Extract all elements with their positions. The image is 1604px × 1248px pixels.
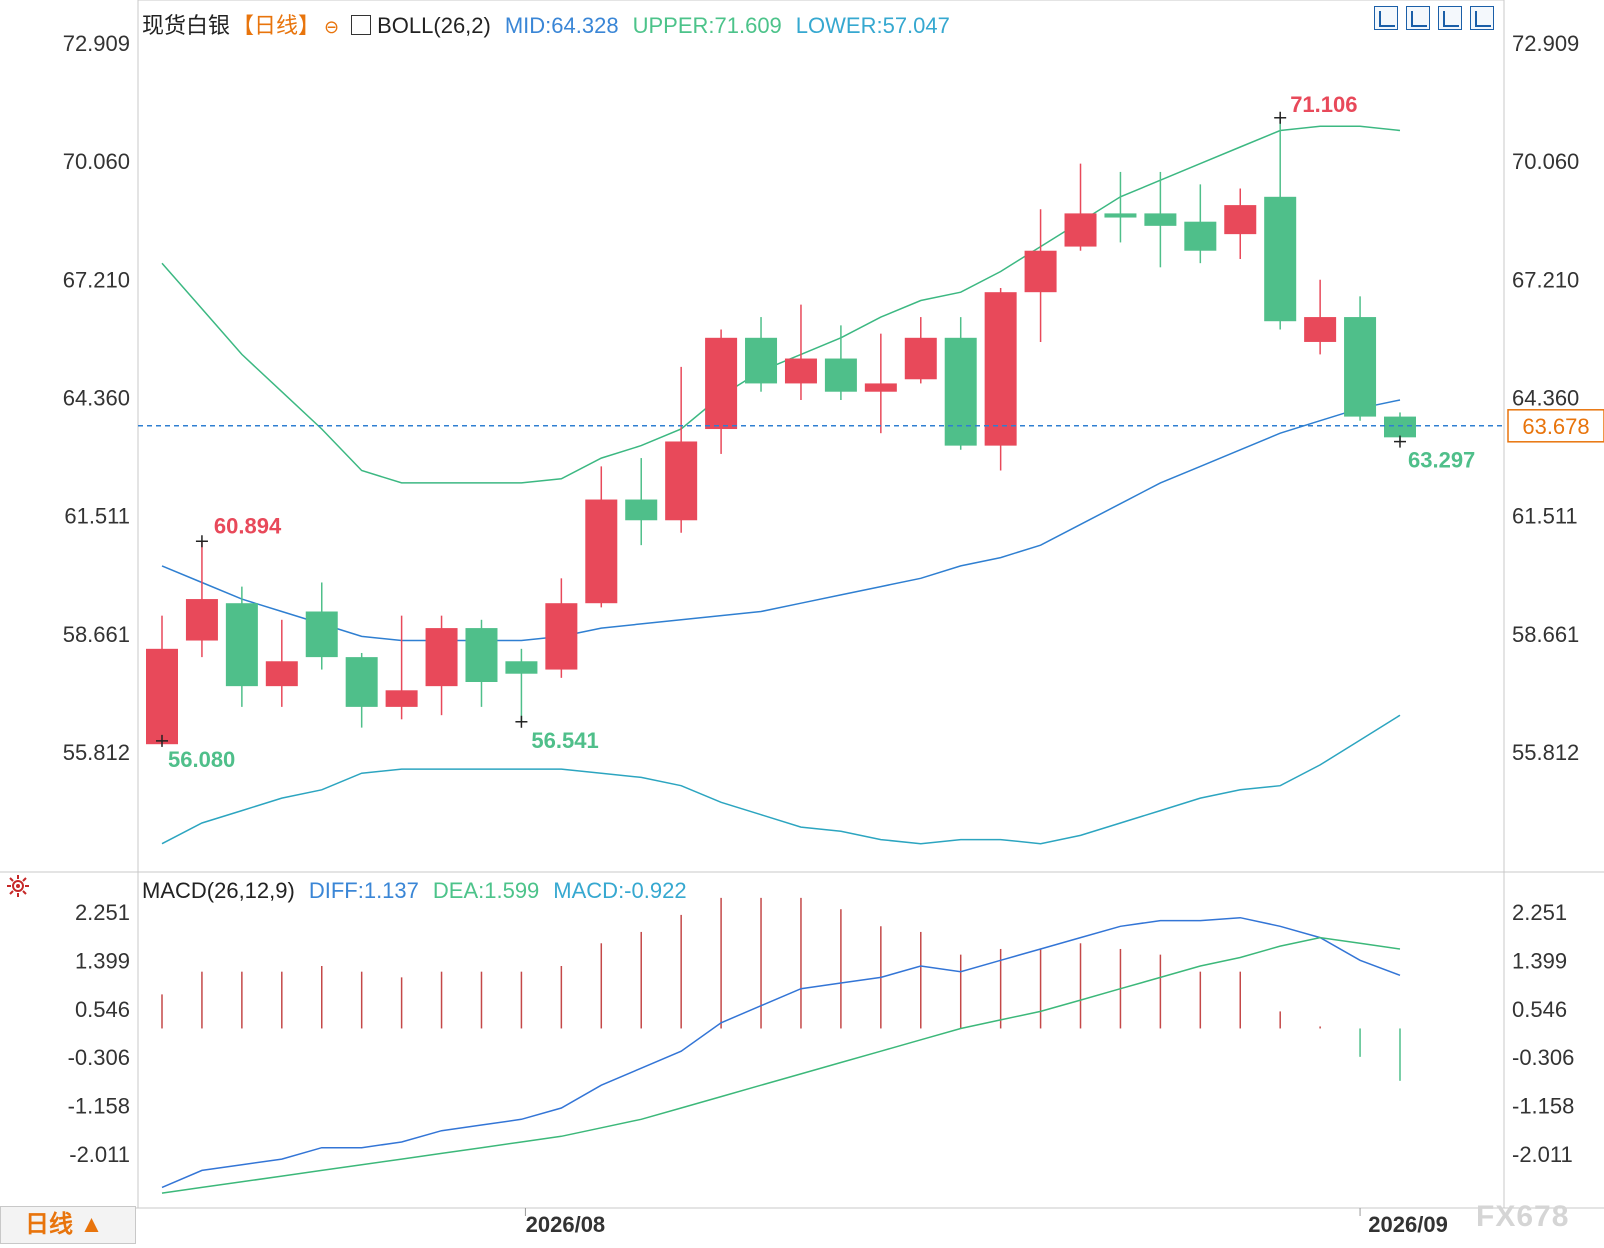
period-selector-button[interactable]: 日线 ▲ bbox=[0, 1206, 136, 1244]
candle-body bbox=[745, 337, 778, 384]
macd-y-tick-label-left: 0.546 bbox=[75, 997, 130, 1022]
collapse-icon[interactable]: ⊖ bbox=[324, 17, 340, 37]
candle-body bbox=[665, 441, 698, 521]
macd-y-tick-label-right: -0.306 bbox=[1512, 1045, 1574, 1070]
candle-body bbox=[146, 648, 178, 745]
y-tick-label-right: 58.661 bbox=[1512, 622, 1579, 647]
y-tick-label-left: 61.511 bbox=[64, 504, 130, 529]
macd-header: MACD(26,12,9) DIFF:1.137 DEA:1.599 MACD:-0.… bbox=[142, 878, 701, 904]
candle-body bbox=[1224, 205, 1257, 235]
period-tag[interactable]: 【日线】 bbox=[232, 13, 321, 38]
lower-label: LOWER:57.047 bbox=[795, 13, 950, 38]
candle-body bbox=[784, 358, 817, 384]
y-tick-label-right: 61.511 bbox=[1512, 504, 1578, 529]
candle-body bbox=[1064, 213, 1097, 247]
watermark: FX678 bbox=[1476, 1200, 1570, 1233]
macd-dea-line bbox=[161, 936, 1401, 1194]
extreme-value-label: 56.541 bbox=[531, 728, 598, 753]
candle-body bbox=[864, 383, 897, 392]
boll-label: BOLL(26,2) bbox=[377, 13, 491, 38]
diff-label: DIFF:1.137 bbox=[308, 878, 419, 903]
y-tick-label-left: 64.360 bbox=[63, 386, 130, 411]
macd-y-tick-label-left: 2.251 bbox=[75, 900, 130, 925]
y-tick-label-left: 72.909 bbox=[63, 31, 130, 56]
macd-y-tick-label-right: 0.546 bbox=[1512, 997, 1567, 1022]
y-tick-label-right: 70.060 bbox=[1512, 149, 1579, 174]
candle-body bbox=[225, 603, 258, 687]
candle-body bbox=[1384, 416, 1416, 438]
macd-y-tick-label-right: -1.158 bbox=[1512, 1094, 1574, 1119]
candle-body bbox=[944, 337, 977, 446]
forward-tool-icon[interactable] bbox=[1470, 6, 1494, 30]
macd-y-tick-label-left: 1.399 bbox=[75, 948, 130, 973]
candle-body bbox=[1184, 221, 1217, 251]
macd-y-tick-label-left: -1.158 bbox=[68, 1094, 130, 1119]
candle-body bbox=[1344, 317, 1377, 417]
macd-params-label: MACD(26,12,9) bbox=[142, 878, 295, 903]
candle-body bbox=[305, 611, 338, 658]
macd-y-tick-label-right: -2.011 bbox=[1512, 1142, 1573, 1167]
candle-body bbox=[425, 628, 458, 687]
current-price-box bbox=[1507, 409, 1604, 443]
macd-diff-line bbox=[161, 916, 1401, 1189]
candle-body bbox=[585, 499, 618, 604]
macd-y-tick-label-right: 1.399 bbox=[1512, 948, 1567, 973]
y-tick-label-left: 58.661 bbox=[63, 622, 130, 647]
instrument-name: 现货白银 bbox=[142, 13, 231, 38]
boll-mid-line bbox=[161, 399, 1401, 642]
crosshair-tool-icon[interactable] bbox=[1374, 6, 1398, 30]
current-price-label: 63.678 bbox=[1522, 414, 1589, 439]
candle-body bbox=[385, 690, 418, 707]
boll-lower-line bbox=[161, 714, 1401, 845]
indicator-icon[interactable] bbox=[351, 15, 372, 35]
y-tick-label-left: 70.060 bbox=[63, 149, 130, 174]
layout-tool-icon[interactable] bbox=[1406, 6, 1430, 30]
extreme-value-label: 60.894 bbox=[214, 513, 282, 538]
y-tick-label-left: 67.210 bbox=[63, 267, 130, 292]
candle-body bbox=[505, 661, 538, 674]
settings-icon[interactable] bbox=[6, 874, 30, 898]
y-tick-label-right: 64.360 bbox=[1512, 386, 1579, 411]
macd-y-tick-label-left: -0.306 bbox=[68, 1045, 130, 1070]
boll-upper-line bbox=[161, 125, 1401, 484]
candle-body bbox=[984, 292, 1017, 446]
candle-body bbox=[1264, 196, 1297, 322]
x-tick-label: 2026/08 bbox=[526, 1212, 606, 1237]
macd-value-label: MACD:-0.922 bbox=[553, 878, 687, 903]
candle-body bbox=[904, 337, 937, 380]
play-tool-icon[interactable] bbox=[1438, 6, 1462, 30]
candle-body bbox=[824, 358, 857, 392]
candle-body bbox=[1304, 317, 1337, 342]
candle-body bbox=[705, 337, 738, 430]
macd-y-tick-label-right: 2.251 bbox=[1512, 900, 1567, 925]
candle-body bbox=[625, 499, 658, 521]
extreme-value-label: 63.297 bbox=[1408, 448, 1475, 473]
mid-label: MID:64.328 bbox=[504, 13, 619, 38]
y-tick-label-right: 67.210 bbox=[1512, 267, 1579, 292]
candle-body bbox=[1024, 250, 1057, 293]
dea-label: DEA:1.599 bbox=[432, 878, 540, 903]
main-chart-header: 现货白银【日线】 ⊖ BOLL(26,2) MID:64.328 UPPER:71.60… bbox=[142, 8, 964, 40]
candle-body bbox=[185, 599, 218, 641]
candle-body bbox=[1144, 213, 1177, 226]
plot-frame bbox=[137, 0, 1505, 1209]
upper-label: UPPER:71.609 bbox=[632, 13, 782, 38]
x-tick-label: 2026/09 bbox=[1368, 1212, 1448, 1237]
macd-y-tick-label-left: -2.011 bbox=[69, 1142, 130, 1167]
extreme-value-label: 71.106 bbox=[1290, 92, 1357, 117]
extreme-value-label: 56.080 bbox=[168, 747, 235, 772]
candle-body bbox=[265, 661, 298, 687]
candle-body bbox=[465, 628, 498, 682]
candle-body bbox=[345, 657, 378, 707]
y-tick-label-left: 55.812 bbox=[63, 740, 130, 765]
candle-body bbox=[545, 603, 578, 670]
candle-body bbox=[1104, 213, 1137, 218]
y-tick-label-right: 55.812 bbox=[1512, 740, 1579, 765]
y-tick-label-right: 72.909 bbox=[1512, 31, 1579, 56]
